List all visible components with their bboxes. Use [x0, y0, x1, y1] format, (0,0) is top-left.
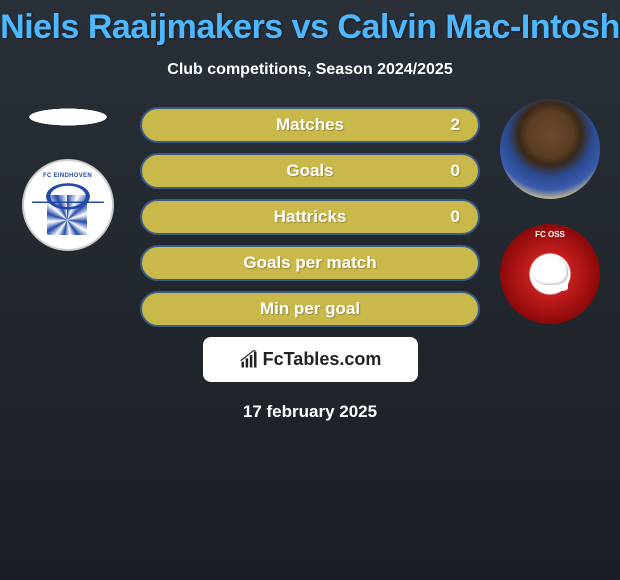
- left-player-column: [5, 99, 130, 251]
- left-club-badge: [22, 159, 114, 251]
- watermark-text: FcTables.com: [263, 349, 382, 370]
- stat-label: Hattricks: [274, 207, 347, 227]
- stat-value-right: 0: [451, 161, 460, 181]
- stats-list: Matches 2 Goals 0 Hattricks 0 Goals per match M…: [140, 107, 480, 327]
- stat-row: Matches 2: [140, 107, 480, 143]
- stat-label: Matches: [276, 115, 344, 135]
- stat-label: Goals per match: [243, 253, 376, 273]
- stat-label: Goals: [286, 161, 333, 181]
- stat-value-right: 0: [451, 207, 460, 227]
- stat-label: Min per goal: [260, 299, 360, 319]
- date: 17 february 2025: [0, 402, 620, 422]
- chart-icon: [239, 350, 259, 370]
- stat-row: Goals per match: [140, 245, 480, 281]
- page-title: Niels Raaijmakers vs Calvin Mac-Intosh: [0, 0, 620, 47]
- stat-row: Goals 0: [140, 153, 480, 189]
- stat-value-right: 2: [451, 115, 460, 135]
- right-player-photo: [500, 99, 600, 199]
- right-club-badge: [500, 224, 600, 324]
- content-area: Matches 2 Goals 0 Hattricks 0 Goals per match M…: [0, 107, 620, 327]
- subtitle: Club competitions, Season 2024/2025: [0, 61, 620, 79]
- stat-row: Hattricks 0: [140, 199, 480, 235]
- right-player-column: [495, 99, 605, 324]
- watermark: FcTables.com: [203, 337, 418, 382]
- left-player-photo: [13, 105, 123, 129]
- comparison-card: Niels Raaijmakers vs Calvin Mac-Intosh C…: [0, 0, 620, 580]
- stat-row: Min per goal: [140, 291, 480, 327]
